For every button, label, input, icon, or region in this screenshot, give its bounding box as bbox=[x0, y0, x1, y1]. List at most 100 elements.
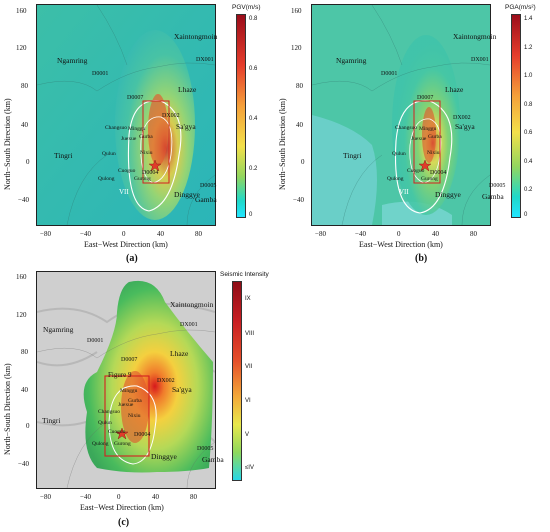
y-axis-title: North−South Direction (km) bbox=[3, 98, 12, 190]
station-changsuo: Changsuo bbox=[395, 125, 417, 131]
county-boundaries bbox=[37, 329, 215, 488]
vii-isoline bbox=[394, 100, 453, 214]
ytick-40: 40 bbox=[21, 386, 28, 394]
station-juexue: Juexue bbox=[411, 136, 427, 142]
station-qulong: Qulong bbox=[98, 176, 115, 182]
place-ngamring: Ngamring bbox=[43, 325, 74, 334]
station-d0004: D0004 bbox=[430, 170, 447, 176]
station-minggu: Minggu bbox=[120, 388, 138, 394]
station-qulong: Qulong bbox=[92, 441, 109, 447]
place-dinggye: Dinggye bbox=[151, 452, 177, 461]
place-sagya: Sa'gya bbox=[172, 385, 192, 394]
rupture-box bbox=[413, 100, 441, 184]
inner-isoline bbox=[140, 116, 173, 184]
station-d0007: D0007 bbox=[121, 357, 138, 363]
station-gurong: Gurong bbox=[134, 176, 151, 182]
y-axis-title: North−South Direction (km) bbox=[3, 363, 12, 455]
place-ngamring: Ngamring bbox=[57, 56, 88, 65]
station-nixiu: Nixiu bbox=[128, 413, 141, 419]
place-ngamring: Ngamring bbox=[336, 56, 367, 65]
panel-b: 160 120 80 40 0 −40 −80 −40 0 40 80 East… bbox=[275, 0, 550, 265]
ytick-0: 0 bbox=[301, 158, 305, 166]
x-axis-title: East−West Direction (km) bbox=[80, 503, 164, 512]
place-tingri: Tingri bbox=[42, 416, 61, 425]
xtick-0: 0 bbox=[117, 493, 121, 501]
station-d0004: D0004 bbox=[134, 432, 151, 438]
ytick-160: 160 bbox=[16, 7, 27, 15]
x-axis-title: East−West Direction (km) bbox=[359, 240, 443, 249]
station-gurba: Gurba bbox=[428, 134, 442, 140]
station-d0005: D0005 bbox=[489, 183, 506, 189]
station-juexue: Juexue bbox=[121, 136, 137, 142]
station-dx001: DX001 bbox=[180, 322, 198, 328]
place-sagya: Sa'gya bbox=[176, 122, 196, 131]
ytick-0: 0 bbox=[26, 422, 30, 430]
ytick-neg40: −40 bbox=[293, 196, 304, 204]
station-cuoguo: Cuoguo bbox=[118, 168, 136, 174]
caption-a: (a) bbox=[126, 253, 138, 264]
ytick-0: 0 bbox=[26, 158, 30, 166]
colorbar-pgv bbox=[236, 14, 246, 218]
ytick-neg40: −40 bbox=[18, 460, 29, 468]
station-d0001: D0001 bbox=[87, 338, 104, 344]
station-d0007: D0007 bbox=[127, 95, 144, 101]
xtick-neg40: −40 bbox=[80, 493, 91, 501]
station-gurba: Gurba bbox=[128, 398, 142, 404]
station-d0005: D0005 bbox=[197, 446, 214, 452]
colorbar-tick: IX bbox=[245, 296, 251, 302]
ytick-120: 120 bbox=[16, 44, 27, 52]
station-nixiu: Nixiu bbox=[427, 150, 440, 156]
colorbar-tick: 0.6 bbox=[249, 66, 258, 72]
station-dx002: DX002 bbox=[162, 113, 180, 119]
map-b bbox=[311, 4, 491, 226]
epicenter-star bbox=[115, 427, 129, 440]
station-juexue: Juexue bbox=[118, 402, 134, 408]
colorbar-tick: VII bbox=[245, 364, 253, 370]
hot-core bbox=[422, 107, 436, 163]
place-tingri: Tingri bbox=[54, 151, 73, 160]
ytick-80: 80 bbox=[21, 348, 28, 356]
ytick-40: 40 bbox=[296, 121, 303, 129]
county-boundaries bbox=[312, 5, 490, 225]
ytick-40: 40 bbox=[21, 121, 28, 129]
station-cuoguo: Cuoguo bbox=[108, 429, 126, 435]
station-qulun: Qulun bbox=[392, 151, 406, 157]
colorbar-title: PGA(m/s²) bbox=[505, 4, 536, 11]
colorbar-tick: VI bbox=[245, 398, 251, 404]
place-lhaze: Lhaze bbox=[178, 85, 197, 94]
rupture-box bbox=[104, 375, 150, 457]
station-d0007: D0007 bbox=[417, 95, 434, 101]
colorbar-tick: 0.8 bbox=[524, 102, 533, 108]
zone-label-vii: VII bbox=[119, 188, 129, 196]
station-cuoguo: Cuoguo bbox=[407, 168, 425, 174]
place-xaintongmoin: Xaintongmoin bbox=[174, 32, 218, 41]
xtick-40: 40 bbox=[157, 230, 164, 238]
y-axis-title: North−South Direction (km) bbox=[278, 98, 287, 190]
ytick-120: 120 bbox=[291, 44, 302, 52]
panel-c: 160 120 80 40 0 −40 −80 −40 0 40 80 East… bbox=[0, 265, 275, 532]
xtick-80: 80 bbox=[195, 230, 202, 238]
xtick-0: 0 bbox=[122, 230, 126, 238]
ytick-80: 80 bbox=[296, 82, 303, 90]
station-qulun: Qulun bbox=[102, 151, 116, 157]
rupture-box bbox=[142, 100, 170, 184]
station-gurong: Gurong bbox=[114, 441, 131, 447]
figure-9-label: Figure 9 bbox=[108, 371, 132, 379]
station-minggu: Minggu bbox=[419, 126, 437, 132]
xtick-80: 80 bbox=[470, 230, 477, 238]
ytick-160: 160 bbox=[291, 7, 302, 15]
colorbar-title: PGV(m/s) bbox=[232, 4, 261, 11]
place-gamba: Gamba bbox=[202, 455, 224, 464]
colorbar-tick: ≤IV bbox=[245, 465, 254, 471]
station-d0001: D0001 bbox=[381, 71, 398, 77]
zone-label-vii: VII bbox=[399, 188, 409, 196]
place-lhaze: Lhaze bbox=[170, 349, 189, 358]
station-changsuo: Changsuo bbox=[98, 409, 120, 415]
station-qulun: Qulun bbox=[98, 420, 112, 426]
colorbar-pga bbox=[511, 14, 521, 218]
colorbar-tick: VIII bbox=[245, 331, 255, 337]
colorbar-tick: 0 bbox=[524, 212, 528, 218]
station-gurong: Gurong bbox=[421, 176, 438, 182]
xtick-0: 0 bbox=[397, 230, 401, 238]
xtick-40: 40 bbox=[432, 230, 439, 238]
